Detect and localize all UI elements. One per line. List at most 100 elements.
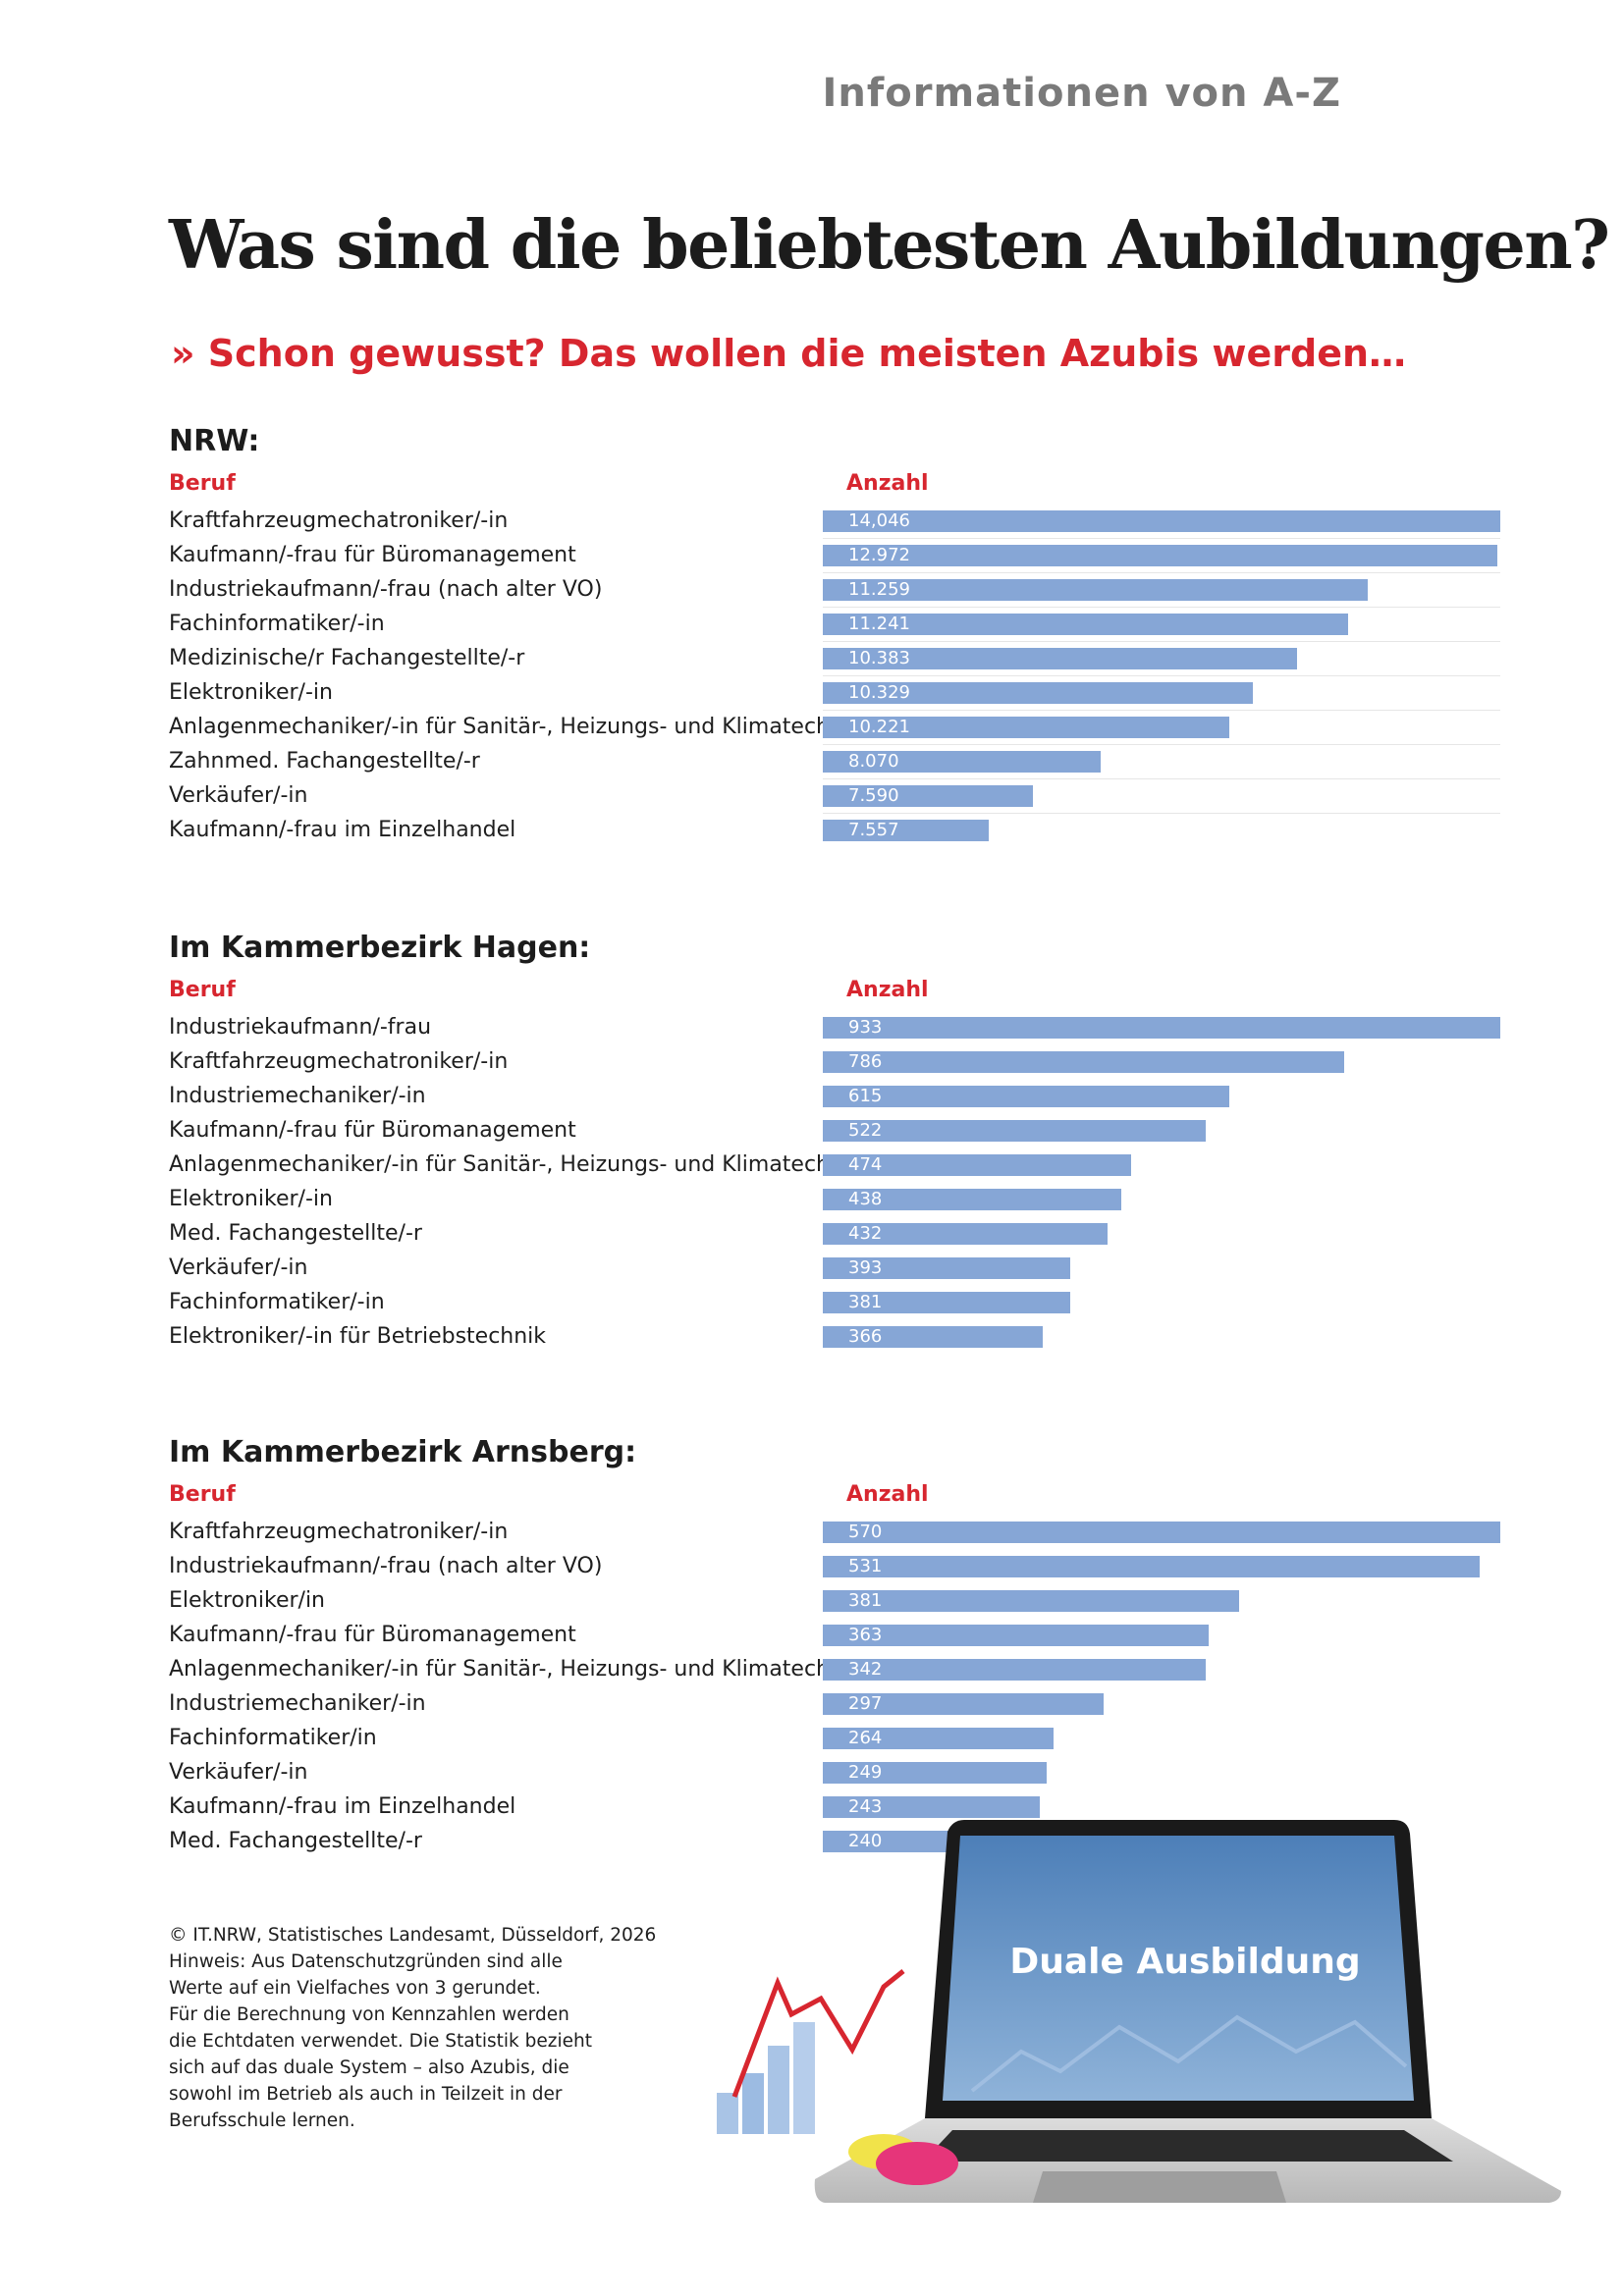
- bar: [823, 510, 1500, 532]
- category-label: Verkäufer/-in: [169, 1760, 308, 1785]
- category-label: Industriekaufmann/-frau (nach alter VO): [169, 1554, 603, 1578]
- bar-value-label: 7.557: [848, 820, 899, 840]
- bar-value-label: 240: [848, 1831, 883, 1851]
- laptop-keyboard: [923, 2130, 1453, 2162]
- bar-value-label: 438: [848, 1189, 883, 1209]
- bar: [823, 1257, 1070, 1279]
- category-label: Fachinformatiker/in: [169, 1726, 377, 1750]
- category-label: Fachinformatiker/-in: [169, 1290, 385, 1314]
- chart-nrw: NRW: Beruf Anzahl Kraftfahrzeugmechatronike…: [0, 424, 1624, 856]
- bar-value-label: 11.241: [848, 614, 910, 634]
- bar-value-label: 393: [848, 1257, 883, 1278]
- chart-hagen: Im Kammerbezirk Hagen: Beruf Anzahl Industr…: [0, 931, 1624, 1362]
- bar: [823, 1625, 1209, 1646]
- bar-value-label: 11.259: [848, 579, 910, 600]
- footnote-line: © IT.NRW, Statistisches Landesamt, Düsse…: [169, 1925, 657, 1946]
- row-separator: [823, 607, 1500, 608]
- bar: [823, 1522, 1500, 1543]
- row-separator: [823, 538, 1500, 539]
- category-label: Verkäufer/-in: [169, 783, 308, 808]
- section-label: Informationen von A-Z: [822, 71, 1341, 116]
- bar-value-label: 297: [848, 1693, 883, 1714]
- bar-value-label: 264: [848, 1728, 883, 1748]
- row-separator: [823, 572, 1500, 573]
- bar: [823, 1762, 1047, 1784]
- bar-chart-icon: [717, 2022, 815, 2134]
- footnote-line: Hinweis: Aus Datenschutzgründen sind all…: [169, 1951, 563, 1972]
- row-separator: [823, 710, 1500, 711]
- category-label: Anlagenmechaniker/-in für Sanitär-, Heiz…: [169, 1152, 862, 1177]
- bar-value-label: 363: [848, 1625, 883, 1645]
- bar: [823, 682, 1253, 704]
- bar: [823, 1659, 1206, 1681]
- bar-value-label: 432: [848, 1223, 883, 1244]
- category-label: Kaufmann/-frau für Büromanagement: [169, 1118, 576, 1143]
- bar: [823, 1556, 1480, 1577]
- bar-value-label: 786: [848, 1051, 883, 1072]
- category-label: Industriemechaniker/-in: [169, 1691, 426, 1716]
- column-header-anzahl: Anzahl: [846, 978, 929, 1002]
- category-label: Fachinformatiker/-in: [169, 612, 385, 636]
- bar: [823, 1326, 1043, 1348]
- row-separator: [823, 641, 1500, 642]
- column-header-anzahl: Anzahl: [846, 471, 929, 496]
- screen-caption: Duale Ausbildung: [1009, 1942, 1361, 1982]
- bar-value-label: 474: [848, 1154, 883, 1175]
- category-label: Industriekaufmann/-frau: [169, 1015, 432, 1040]
- bar-value-label: 10.383: [848, 648, 910, 668]
- bar: [823, 751, 1101, 773]
- category-label: Kaufmann/-frau im Einzelhandel: [169, 818, 516, 842]
- chart-title: Im Kammerbezirk Arnsberg:: [169, 1435, 637, 1469]
- bar: [823, 1086, 1229, 1107]
- chart-title: Im Kammerbezirk Hagen:: [169, 931, 591, 965]
- category-label: Kraftfahrzeugmechatroniker/-in: [169, 1049, 509, 1074]
- bar: [823, 1154, 1131, 1176]
- bar-value-label: 381: [848, 1292, 883, 1312]
- pie-piece-pink-icon: [876, 2142, 958, 2185]
- category-label: Elektroniker/-in: [169, 1187, 333, 1211]
- category-label: Elektroniker/-in: [169, 680, 333, 705]
- bar-value-label: 381: [848, 1590, 883, 1611]
- bar: [823, 1120, 1206, 1142]
- category-label: Verkäufer/-in: [169, 1255, 308, 1280]
- bar-value-label: 10.329: [848, 682, 910, 703]
- laptop-screen: [943, 1836, 1414, 2101]
- category-label: Kaufmann/-frau für Büromanagement: [169, 543, 576, 567]
- bar: [823, 1223, 1108, 1245]
- bar-value-label: 522: [848, 1120, 883, 1141]
- column-header-beruf: Beruf: [169, 471, 236, 496]
- category-label: Zahnmed. Fachangestellte/-r: [169, 749, 480, 774]
- page-title: Was sind die beliebtesten Aubildungen?: [169, 206, 1610, 285]
- chart-arnsberg: Im Kammerbezirk Arnsberg: Beruf Anzahl Kraf…: [0, 1435, 1624, 1867]
- laptop-illustration: [717, 1820, 1561, 2203]
- bar: [823, 1590, 1239, 1612]
- trend-line-icon: [731, 1969, 905, 2098]
- category-label: Kaufmann/-frau im Einzelhandel: [169, 1794, 516, 1819]
- bar-value-label: 933: [848, 1017, 883, 1038]
- category-label: Elektroniker/-in für Betriebstechnik: [169, 1324, 547, 1349]
- row-separator: [823, 744, 1500, 745]
- column-header-beruf: Beruf: [169, 978, 236, 1002]
- laptop-with-chart-icon: Duale Ausbildung: [707, 1806, 1571, 2228]
- row-separator: [823, 778, 1500, 779]
- bar-value-label: 366: [848, 1326, 883, 1347]
- row-separator: [823, 813, 1500, 814]
- category-label: Elektroniker/in: [169, 1588, 325, 1613]
- chart-title: NRW:: [169, 424, 260, 458]
- bar-value-label: 243: [848, 1796, 883, 1817]
- bar: [823, 1017, 1500, 1039]
- laptop-touchpad: [1033, 2171, 1286, 2203]
- bar: [823, 545, 1497, 566]
- category-label: Industriemechaniker/-in: [169, 1084, 426, 1108]
- footnote-line: Berufsschule lernen.: [169, 2110, 355, 2131]
- screen-graph-line: [970, 2014, 1408, 2093]
- bar: [823, 1693, 1104, 1715]
- footnote-line: die Echtdaten verwendet. Die Statistik b…: [169, 2031, 592, 2052]
- row-separator: [823, 675, 1500, 676]
- bar-value-label: 615: [848, 1086, 883, 1106]
- bar: [823, 1796, 1040, 1818]
- bar: [823, 1189, 1121, 1210]
- bar-value-label: 10.221: [848, 717, 910, 737]
- bar: [823, 820, 989, 841]
- bar-value-label: 12.972: [848, 545, 910, 565]
